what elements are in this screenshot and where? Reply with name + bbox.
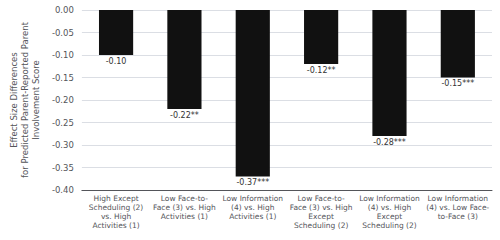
svg-text:Scheduling (2): Scheduling (2) (362, 221, 417, 230)
svg-text:Except: Except (308, 212, 334, 221)
svg-text:to-Face (3): to-Face (3) (438, 212, 478, 221)
svg-text:Low Face-to-: Low Face-to- (298, 194, 345, 203)
svg-text:High Except: High Except (94, 194, 139, 203)
svg-text:Scheduling (2): Scheduling (2) (89, 203, 144, 212)
svg-text:Involvement Score: Involvement Score (31, 60, 41, 139)
svg-text:for Predicted Parent-Reported: for Predicted Parent-Reported Parent (20, 21, 30, 178)
svg-text:-0.15: -0.15 (52, 73, 74, 83)
svg-text:-0.10: -0.10 (106, 57, 127, 66)
svg-text:-0.12**: -0.12** (307, 66, 336, 75)
svg-text:0.00: 0.00 (55, 5, 74, 15)
svg-text:Face (3) vs. High: Face (3) vs. High (290, 203, 353, 212)
svg-text:Activities (1): Activities (1) (161, 212, 208, 221)
svg-text:-0.10: -0.10 (52, 50, 74, 60)
svg-text:Effect Size Differences: Effect Size Differences (9, 52, 19, 148)
svg-text:Low Information: Low Information (428, 194, 489, 203)
svg-text:Activities (1): Activities (1) (92, 221, 139, 230)
svg-text:-0.20: -0.20 (52, 95, 74, 105)
svg-text:-0.05: -0.05 (52, 28, 74, 38)
svg-text:-0.37***: -0.37*** (236, 178, 269, 187)
svg-text:Scheduling (2): Scheduling (2) (294, 221, 349, 230)
svg-text:(4) vs. High: (4) vs. High (368, 203, 412, 212)
svg-text:Low Information: Low Information (222, 194, 283, 203)
svg-text:-0.35: -0.35 (52, 163, 74, 173)
svg-text:vs. High: vs. High (101, 212, 132, 221)
svg-text:-0.22**: -0.22** (170, 111, 199, 120)
svg-text:-0.40: -0.40 (52, 185, 74, 195)
svg-text:-0.25: -0.25 (52, 118, 74, 128)
svg-text:Except: Except (377, 212, 403, 221)
svg-text:-0.28***: -0.28*** (373, 138, 406, 147)
svg-text:Low Face-to-: Low Face-to- (161, 194, 208, 203)
svg-text:-0.30: -0.30 (52, 140, 74, 150)
svg-text:Activities (1): Activities (1) (229, 212, 276, 221)
svg-text:Low Information: Low Information (359, 194, 420, 203)
svg-text:(4) vs. High: (4) vs. High (231, 203, 275, 212)
svg-text:(4) vs. Low Face-: (4) vs. Low Face- (426, 203, 489, 212)
svg-text:Face (3) vs. High: Face (3) vs. High (153, 203, 216, 212)
svg-text:-0.15***: -0.15*** (441, 79, 474, 88)
